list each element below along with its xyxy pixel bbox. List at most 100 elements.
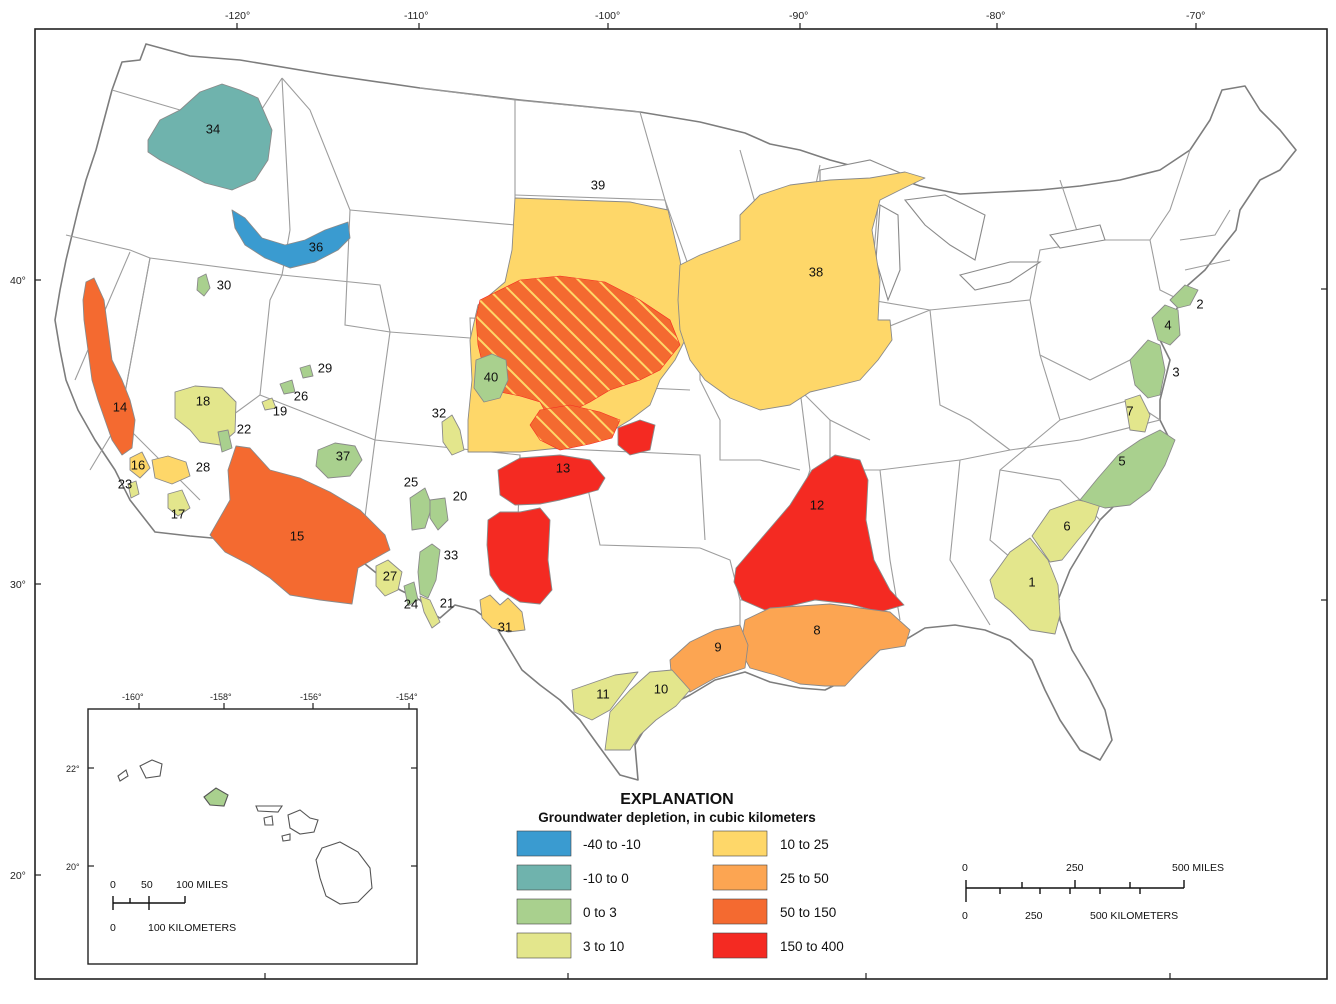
aquifer-1 [989,537,1061,635]
latitude-axis: 40° 30° 20° [10,275,1327,882]
aquifer-label: 34 [206,121,220,136]
aquifer-27 [375,559,403,597]
lon-label-70: -70° [1186,10,1205,22]
aquifer-label: 11 [596,686,610,701]
legend-label-2: -10 to 0 [583,871,629,886]
legend-swatch-8 [712,932,768,959]
inset-lon-154: -154° [396,692,418,702]
molokai-island [255,805,284,813]
aquifer-label: 17 [171,506,185,521]
scale-miles-500: 500 MILES [1172,862,1224,874]
aquifer-label: 12 [810,497,824,512]
aquifer-34 [147,83,273,191]
legend-swatch-4 [516,932,572,959]
aquifer-label: 13 [556,460,570,475]
aquifer-16 [129,451,151,479]
legend-swatch-6 [712,864,768,891]
aquifer-label: 9 [714,639,721,654]
aquifer-label: 32 [432,405,446,420]
scale-bar: 0 250 500 MILES 0 250 500 KILOMETERS [962,862,1224,922]
scale-bar-line [965,880,1185,902]
aquifer-24 [403,581,419,607]
legend-label-6: 25 to 50 [780,871,829,886]
hawaii-inset: -160° -158° -156° -154° 22° 20° 0 50 100… [66,692,418,965]
aquifer-label: 37 [336,448,350,463]
hawaii-inset-frame [87,708,418,965]
lon-label-120: -120° [225,10,250,22]
aquifer-label: 39 [591,177,605,192]
aquifer-38 [677,171,926,411]
aquifer-label: 22 [237,421,251,436]
scale-km-250: 250 [1025,910,1043,922]
scale-miles-250: 250 [1066,862,1084,874]
aquifer-40 [473,353,509,403]
aquifer-29 [299,364,314,379]
legend-swatch-1 [516,830,572,857]
inset-scale-bar [112,896,186,910]
top-longitude-axis: -120° -110° -100° -90° -80° -70° [225,10,1205,29]
aquifer-label: 5 [1118,453,1125,468]
scale-km-500: 500 KILOMETERS [1090,910,1178,922]
legend-subtitle: Groundwater depletion, in cubic kilomete… [538,810,816,825]
aquifer-17 [167,489,191,517]
aquifer-21 [419,595,441,629]
aquifer-8 [739,603,911,687]
aquifer-28 [151,455,191,485]
aquifer-31 [479,594,526,633]
aquifer-19 [261,397,277,411]
aquifer-15 [209,445,391,605]
niihau-island [117,769,129,782]
aquifer-label: 31 [498,619,512,634]
lon-label-110: -110° [404,10,428,22]
legend-label-4: 3 to 10 [583,939,624,954]
aquifer-label: 6 [1063,518,1070,533]
aquifer-7 [1124,394,1151,433]
aquifer-4 [1151,304,1181,346]
lat-label-40: 40° [10,275,26,287]
aquifer-label: 25 [404,474,418,489]
legend-label-7: 50 to 150 [780,905,836,920]
aquifer-label: 18 [196,393,210,408]
aquifer-2 [1169,284,1199,309]
legend-swatch-3 [516,898,572,925]
maui-island [287,809,319,835]
aquifer-label: 4 [1164,317,1171,332]
aquifer-label: 30 [217,277,231,292]
aquifer-label: 26 [294,388,308,403]
aquifer-32 [441,414,465,456]
aquifer-label: 3 [1172,364,1179,379]
us-outline [54,43,1297,781]
aquifer-label: 24 [404,596,418,611]
inset-scale-km-0: 0 [110,922,116,934]
legend: EXPLANATION Groundwater depletion, in cu… [516,791,844,959]
inset-scale-km-100: 100 KILOMETERS [148,922,236,934]
aquifer-label: 19 [273,403,287,418]
lat-label-20: 20° [10,870,26,882]
aquifer-label: 29 [318,360,332,375]
lanai-island [263,815,274,826]
aquifer-33 [417,543,441,599]
aquifer-label: 2 [1196,296,1203,311]
aquifer-systems [82,83,1199,751]
lon-label-100: -100° [595,10,620,22]
aquifer-36 [231,209,351,269]
aquifer-6 [1031,499,1101,563]
aquifer-37 [315,442,363,479]
aquifer-3 [1129,339,1166,399]
aquifer-20 [429,497,449,531]
aquifer-label: 1 [1028,574,1035,589]
aquifer-label: 15 [290,528,304,543]
aquifer-label: 14 [113,399,127,414]
kahoolawe-island [281,833,291,842]
lat-label-30: 30° [10,579,26,591]
legend-swatch-7 [712,898,768,925]
inset-lat-22: 22° [66,764,80,774]
aquifer-10 [604,669,691,751]
aquifer-13-south [486,507,553,605]
aquifer-label: 7 [1126,403,1133,418]
scale-miles-0: 0 [962,862,968,874]
aquifer-label: 38 [809,264,823,279]
kauai-island [139,759,163,779]
aquifer-label: 28 [196,459,210,474]
